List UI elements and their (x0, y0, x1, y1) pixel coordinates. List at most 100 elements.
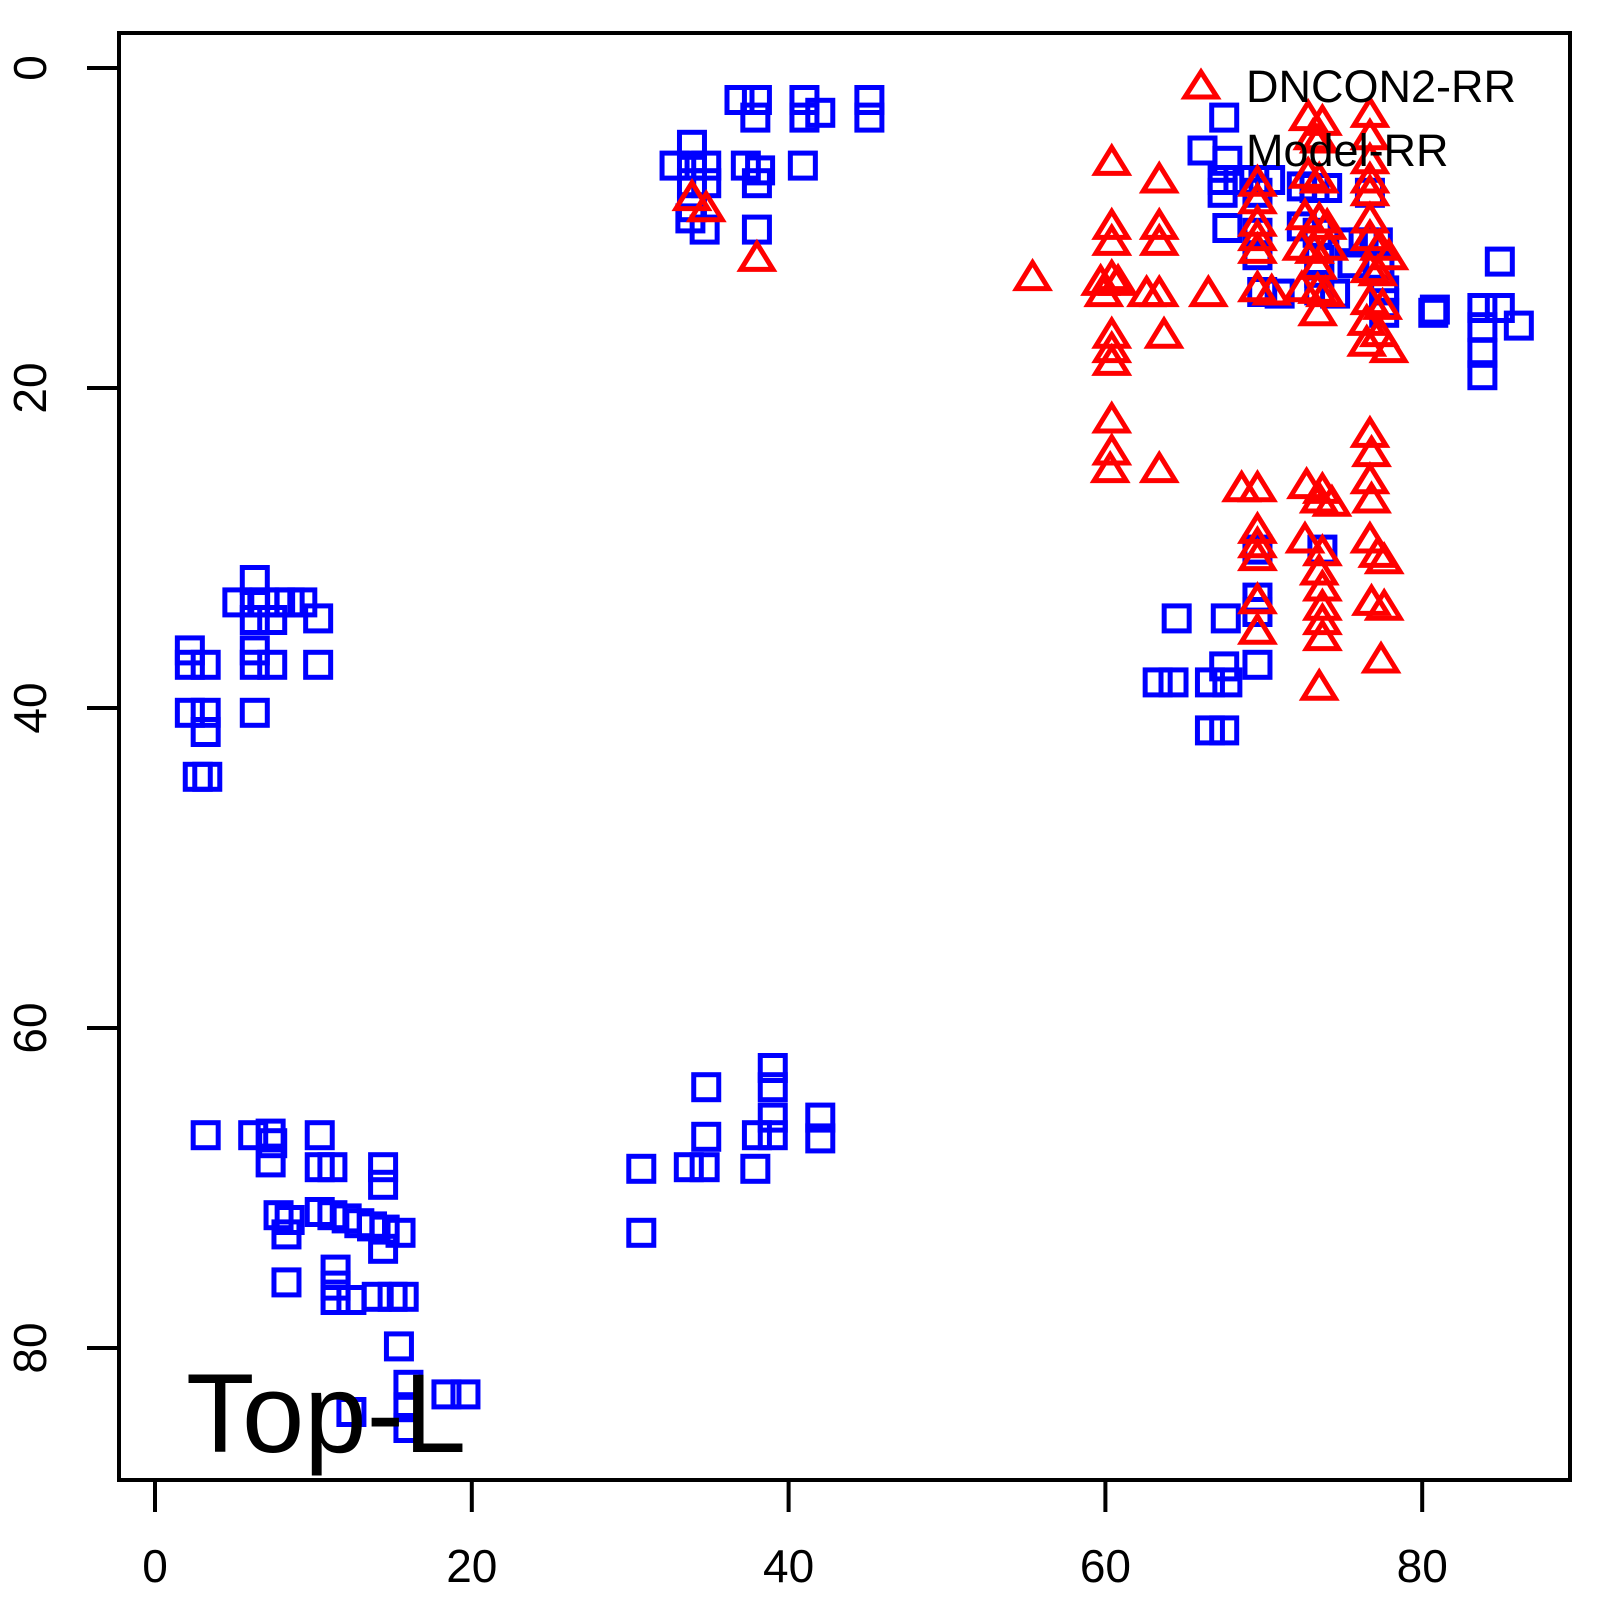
dncon2-rr-triangle-marker (1091, 206, 1133, 240)
model-rr-square-marker (317, 1152, 348, 1183)
model-rr-square-marker (757, 1120, 788, 1151)
dncon2-rr-triangle-marker (1091, 222, 1133, 256)
model-rr-square-marker (320, 1285, 351, 1315)
model-rr-square-marker (626, 1153, 657, 1184)
model-rr-square-marker (271, 1219, 302, 1250)
model-rr-square-marker (385, 1217, 416, 1248)
model-rr-square-marker (854, 102, 885, 133)
model-rr-square-marker (255, 1147, 286, 1178)
model-rr-square-marker (303, 649, 334, 680)
dncon2-rr-triangle-marker (1298, 667, 1340, 701)
y-axis: 0 20 40 60 80 (4, 55, 119, 1374)
x-axis-tick-label: 60 (1080, 1540, 1131, 1592)
dncon2-rr-triangle-marker (1236, 230, 1278, 264)
dncon2-rr-triangle-marker (1236, 163, 1278, 197)
model-rr-square-marker (1212, 213, 1243, 243)
dncon2-rr-triangle-marker (1138, 273, 1180, 308)
model-rr-square-marker (388, 1281, 419, 1312)
model-rr-square-marker (257, 605, 288, 635)
model-rr-square-marker (1207, 177, 1238, 208)
dncon2-rr-triangle-marker (1349, 249, 1391, 284)
model-rr-square-marker (431, 1379, 462, 1410)
model-rr-square-marker (1142, 667, 1173, 698)
dncon2-rr-triangle-marker (1089, 449, 1131, 484)
dncon2-rr-triangle-marker (1091, 142, 1133, 176)
dncon2-rr-triangle-marker (1368, 237, 1410, 271)
y-axis-tick-label: 80 (4, 1322, 56, 1373)
model-rr-square-marker (757, 1053, 788, 1083)
model-rr-square-marker (741, 1120, 772, 1151)
dncon2-rr-triangle-marker (1236, 217, 1278, 252)
dncon2-rr-triangle-marker (1311, 483, 1353, 517)
model-rr-square-marker (724, 85, 755, 115)
dncon2-rr-triangle-marker (671, 177, 713, 212)
dncon2-rr-triangle-marker (1349, 141, 1391, 175)
model-rr-square-marker (689, 1152, 720, 1183)
model-rr-square-marker (304, 1120, 335, 1151)
dncon2-rr-triangle-marker (1251, 272, 1293, 306)
dncon2-rr-triangle-marker (1091, 329, 1133, 364)
model-rr-square-marker (238, 1120, 269, 1151)
dncon2-rr-triangle-marker (1298, 120, 1340, 154)
y-axis-tick-label: 40 (4, 682, 56, 733)
model-rr-square-marker (1242, 649, 1273, 680)
model-rr-square-marker (174, 649, 205, 680)
dncon2-rr-triangle-marker (1349, 200, 1391, 234)
model-rr-square-marker (1467, 360, 1498, 391)
model-rr-square-marker (239, 565, 270, 595)
model-rr-square-marker (174, 697, 205, 728)
plot-box-border (117, 31, 1572, 1482)
model-rr-square-marker (192, 761, 223, 792)
legend: DNCON2-RR Model-RR (1180, 61, 1516, 176)
model-rr-square-marker (190, 697, 221, 728)
model-rr-square-marker (1212, 667, 1243, 698)
model-rr-square-marker (757, 1072, 788, 1103)
dncon2-rr-triangle-marker (1143, 315, 1185, 349)
model-rr-square-marker (393, 1392, 424, 1423)
dncon2-rr-triangle-marker (1187, 273, 1229, 308)
dncon2-rr-triangle-marker (1138, 222, 1180, 256)
dncon2-rr-triangle-marker (1308, 227, 1350, 261)
y-axis-tick-label: 20 (4, 362, 56, 413)
x-axis-tick-label: 0 (142, 1540, 168, 1592)
model-rr-square-marker (336, 1397, 367, 1427)
model-rr-square-marker (854, 85, 885, 115)
model-rr-square-marker (239, 605, 270, 635)
dncon2-rr-triangle-marker (1236, 469, 1278, 503)
dncon2-rr-triangle-marker (1346, 302, 1388, 336)
model-rr-square-marker (257, 1128, 288, 1159)
dncon2-rr-triangle-marker (1351, 480, 1392, 514)
model-rr-square-marker (320, 1254, 351, 1285)
model-rr-square-marker (1484, 246, 1515, 277)
dncon2-rr-triangle-marker (1284, 520, 1326, 554)
model-rr-square-marker (239, 649, 270, 680)
model-rr-square-marker (450, 1379, 481, 1410)
dncon2-rr-triangle-marker (1091, 432, 1133, 466)
y-axis-tick-label: 60 (4, 1002, 56, 1053)
model-rr-square-marker (1158, 667, 1189, 698)
dncon2-rr-triangle-marker (1368, 329, 1410, 364)
dncon2-rr-triangle-marker (1301, 568, 1343, 602)
model-rr-square-marker (741, 85, 772, 115)
legend-label-dncon2: DNCON2-RR (1246, 61, 1516, 112)
model-rr-square-marker (271, 1267, 302, 1298)
dncon2-rr-triangle-marker (1298, 552, 1340, 586)
model-rr-square-marker (393, 1369, 424, 1400)
dncon2-rr-triangle-marker (1083, 273, 1125, 308)
model-rr-square-marker (740, 1153, 771, 1184)
dncon2-rr-triangle-marker (1292, 117, 1334, 151)
model-rr-square-marker (1209, 715, 1240, 746)
model-rr-square-marker (303, 603, 334, 634)
dncon2-rr-triangle-marker (1360, 640, 1402, 674)
y-axis-tick-label: 0 (4, 55, 56, 81)
model-rr-square-marker (190, 649, 221, 680)
legend-dncon2-triangle-icon (1180, 67, 1222, 100)
model-rr-square-marker (691, 1072, 722, 1103)
model-rr-square-marker (369, 1214, 400, 1245)
model-rr-square-marker (190, 1120, 221, 1151)
dncon2-rr-triangle-marker (1138, 449, 1180, 484)
model-rr-square-marker (1194, 667, 1225, 698)
model-rr-square-marker (1467, 293, 1498, 323)
